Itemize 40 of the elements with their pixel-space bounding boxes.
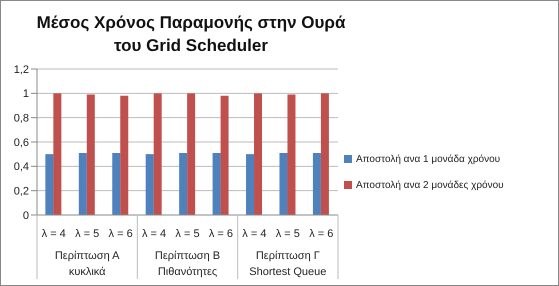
bar bbox=[112, 152, 120, 215]
x-tick-label: λ = 4 bbox=[42, 228, 66, 240]
x-tick-label: λ = 6 bbox=[208, 228, 234, 240]
x-tick-label: λ = 6 bbox=[309, 228, 334, 240]
legend-label: Αποστολή ανα 2 μονάδες χρόνου bbox=[356, 180, 504, 191]
y-tick-label: 0,8 bbox=[14, 112, 29, 125]
chart-title: Μέσος Χρόνος Παραμονής στην Ουρά του Grid Scheduler bbox=[36, 12, 346, 57]
text: Περίπτωση Β Πιθανότητες bbox=[154, 250, 220, 278]
bar bbox=[86, 94, 95, 215]
x-tick-label: λ = 5 bbox=[75, 228, 100, 240]
bar bbox=[254, 93, 262, 215]
bar bbox=[212, 152, 221, 215]
bar bbox=[120, 96, 128, 215]
bar bbox=[246, 154, 254, 215]
bar bbox=[279, 152, 288, 215]
bar bbox=[220, 96, 229, 215]
bar bbox=[179, 152, 188, 215]
y-tick-label: 1,2 bbox=[14, 64, 29, 76]
bar bbox=[154, 93, 162, 215]
bar bbox=[187, 93, 196, 215]
bar bbox=[320, 93, 329, 215]
y-tick-label: 1 bbox=[22, 88, 29, 100]
bar bbox=[45, 154, 54, 215]
y-tick-label: 0 bbox=[22, 210, 29, 222]
y-tick-label: 0,4 bbox=[14, 161, 29, 174]
x-tick-label: λ = 4 bbox=[242, 228, 266, 240]
x-tick-label: λ = 6 bbox=[108, 228, 133, 240]
bar bbox=[78, 152, 87, 215]
legend-label: Αποστολή ανα 1 μονάδα χρόνου bbox=[356, 154, 500, 165]
x-tick-label: λ = 5 bbox=[175, 228, 200, 240]
bar bbox=[287, 94, 296, 215]
bar bbox=[312, 152, 321, 215]
y-tick-label: 0,6 bbox=[14, 136, 29, 149]
text: Περίπτωση Γ Shortest Queue bbox=[249, 250, 326, 278]
x-tick-label: λ = 5 bbox=[276, 228, 300, 240]
bar bbox=[53, 93, 62, 215]
x-tick-label: λ = 4 bbox=[142, 228, 166, 240]
bar bbox=[146, 154, 154, 215]
text: Περίπτωση Α κυκλικά bbox=[54, 250, 120, 278]
y-tick-label: 0,2 bbox=[14, 186, 29, 198]
